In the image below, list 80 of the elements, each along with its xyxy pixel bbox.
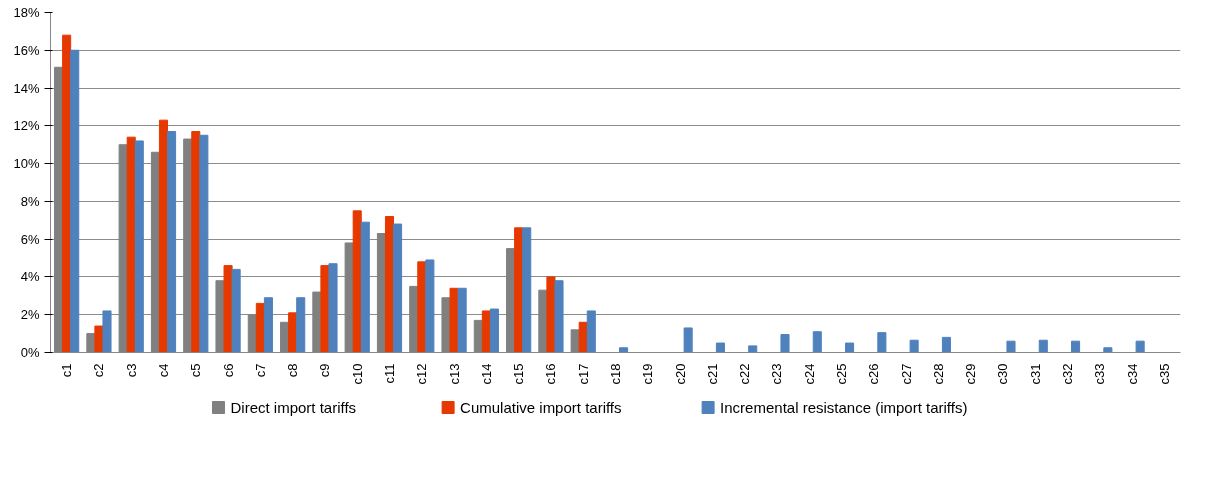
x-tick-label: c27: [898, 363, 914, 385]
bar: [70, 49, 80, 353]
x-tick-label: c33: [1092, 363, 1108, 385]
y-tick-label: 6%: [20, 231, 40, 247]
x-tick-label: c25: [834, 363, 849, 385]
legend-label: Incremental resistance (import tariffs): [720, 399, 968, 416]
bar: [909, 339, 919, 353]
y-tick-label: 8%: [20, 193, 40, 209]
legend-label: Direct import tariffs: [230, 399, 357, 416]
bar: [1135, 340, 1145, 353]
y-tick-label: 0%: [20, 345, 40, 360]
bar: [619, 347, 629, 353]
x-tick-label: c29: [963, 363, 979, 385]
bar: [586, 310, 596, 353]
x-tick-label: c35: [1156, 363, 1172, 385]
x-tick-label: c30: [995, 363, 1011, 385]
x-tick-label: c7: [252, 363, 268, 378]
bar: [1103, 347, 1113, 353]
bar: [715, 342, 725, 353]
bar: [457, 287, 467, 353]
x-tick-label: c34: [1124, 363, 1140, 385]
x-tick-label: c2: [91, 363, 107, 378]
bar: [1038, 339, 1048, 353]
x-tick-label: c8: [285, 363, 301, 378]
bar: [522, 227, 532, 353]
x-tick-label: c10: [349, 363, 365, 385]
x-tick-label: c17: [575, 363, 591, 385]
bar: [296, 297, 306, 353]
y-tick-label: 12%: [13, 118, 40, 134]
x-tick-label: c4: [156, 363, 171, 378]
bar: [425, 259, 435, 353]
x-tick-label: c6: [220, 363, 236, 378]
x-tick-label: c28: [930, 363, 946, 385]
x-tick-label: c18: [608, 363, 623, 385]
bar: [554, 280, 564, 353]
bar: [489, 308, 499, 353]
x-tick-label: c11: [382, 363, 397, 384]
bar: [812, 331, 822, 353]
x-tick-label: c1: [59, 363, 75, 378]
x-tick-label: c3: [123, 363, 139, 378]
bar: [941, 336, 951, 353]
bar: [748, 345, 758, 353]
x-tick-label: c16: [543, 363, 559, 385]
legend-label: Cumulative import tariffs: [460, 399, 622, 416]
x-tick-label: c19: [640, 363, 656, 385]
bar: [167, 131, 177, 353]
bar: [1006, 340, 1016, 353]
x-tick-label: c14: [478, 363, 494, 385]
x-tick-label: c32: [1060, 363, 1075, 385]
y-tick-label: 2%: [20, 307, 40, 323]
bar: [328, 263, 338, 353]
bar: [877, 332, 887, 353]
x-tick-label: c15: [511, 363, 527, 385]
bar: [683, 327, 693, 353]
x-tick-label: c22: [737, 363, 753, 385]
bar: [780, 334, 790, 353]
x-tick-label: c20: [672, 363, 688, 385]
x-tick-label: c13: [446, 363, 462, 385]
x-tick-label: c31: [1027, 363, 1043, 385]
y-tick-label: 14%: [13, 80, 40, 96]
bar: [1071, 340, 1081, 353]
bar: [134, 140, 144, 353]
x-tick-label: c21: [704, 363, 720, 385]
bar: [231, 268, 241, 353]
x-tick-label: c24: [801, 363, 817, 385]
bar: [393, 223, 403, 353]
y-tick-label: 16%: [13, 42, 40, 58]
x-tick-label: c5: [188, 363, 204, 378]
bar: [360, 221, 370, 353]
y-tick-label: 18%: [13, 5, 40, 20]
bar: [102, 310, 112, 353]
bar: [199, 134, 209, 353]
bar: [845, 342, 855, 353]
x-tick-label: c23: [769, 363, 785, 385]
x-tick-label: c12: [414, 363, 430, 385]
x-tick-label: c26: [866, 363, 882, 385]
y-tick-label: 4%: [20, 269, 40, 285]
y-tick-label: 10%: [13, 156, 40, 172]
x-tick-label: c9: [317, 363, 333, 378]
bar: [263, 297, 273, 353]
